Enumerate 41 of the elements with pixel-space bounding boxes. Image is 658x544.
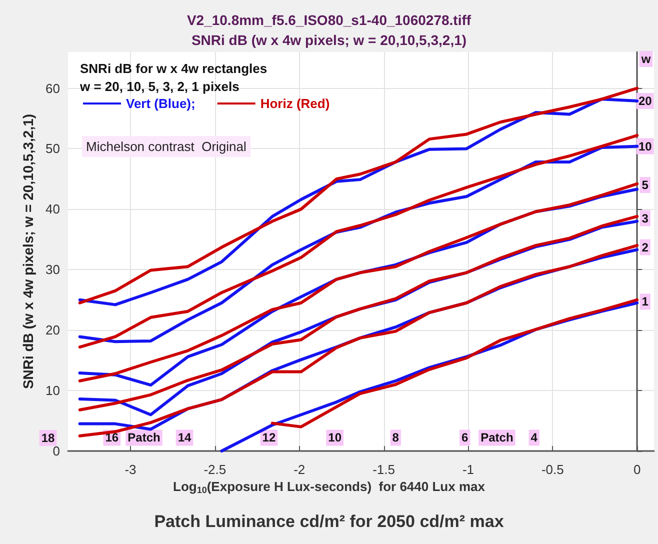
- annotation: 14: [178, 430, 192, 445]
- annotation: SNRi dB for w x 4w rectangles: [80, 61, 268, 76]
- text: Patch Luminance cd/m² for 2050 cd/m² max: [154, 512, 504, 531]
- y-tick-label: 40: [46, 202, 60, 217]
- y-tick-label: 10: [46, 383, 60, 398]
- y-tick-label: 20: [46, 322, 60, 338]
- legend-label: Vert (Blue);: [126, 96, 196, 111]
- chart-title: V2_10.8mm_f5.6_ISO80_s1-40_1060278.tiff: [186, 12, 472, 28]
- annotation: 6: [462, 430, 469, 445]
- legend-label: Horiz (Red): [260, 96, 330, 111]
- annotation: Patch: [480, 430, 514, 445]
- line-series: [270, 298, 639, 428]
- chart-subtitle: SNRi dB (w x 4w pixels; w = 20,10,5,3,2,1): [191, 32, 467, 48]
- annotation: 16: [105, 430, 119, 445]
- annotation: w: [640, 52, 652, 66]
- x-tick-label: -1.5: [372, 462, 395, 477]
- annotation: Patch: [128, 430, 160, 445]
- annotation: 5: [642, 178, 649, 192]
- x-tick-label: -1: [462, 462, 474, 477]
- annotation: 1: [642, 294, 649, 309]
- y-tick-label: 60: [46, 80, 60, 96]
- y-axis-title: SNRi dB (w x 4w pixels; w = 20,10,5,3,2,1): [20, 114, 36, 390]
- y-tick-label: 30: [46, 262, 60, 278]
- annotation: 12: [262, 430, 276, 445]
- annotation: 20: [638, 94, 652, 108]
- annotation: 2: [642, 240, 649, 254]
- x-tick-label: -0.5: [541, 462, 564, 477]
- y-tick-label: 50: [46, 141, 60, 156]
- text: 18: [41, 431, 55, 445]
- x-tick-label: -2.5: [204, 462, 226, 477]
- annotation: 8: [392, 430, 400, 445]
- annotation: 3: [642, 211, 649, 226]
- annotation: 10: [638, 139, 652, 154]
- x-tick-label: -3: [124, 462, 136, 477]
- annotation: w = 20, 10, 5, 3, 2, 1 pixels: [79, 79, 240, 94]
- annotation: 4: [530, 430, 538, 445]
- annotation: Michelson contrast Original: [86, 139, 247, 154]
- y-tick-label: 0: [52, 444, 60, 458]
- annotation: 10: [328, 430, 342, 445]
- x-tick-label: 0: [633, 462, 641, 477]
- x-tick-label: -2: [294, 462, 306, 477]
